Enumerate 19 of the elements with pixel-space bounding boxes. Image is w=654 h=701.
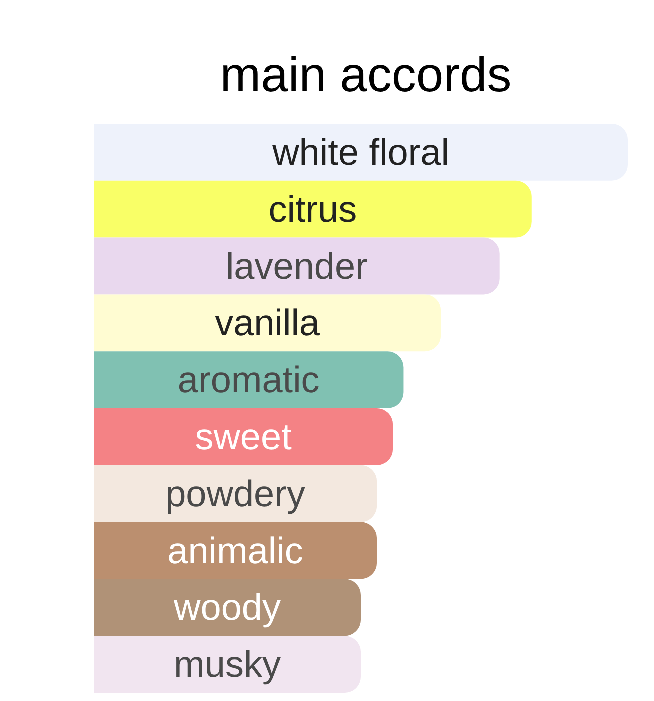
y-tick-label: sweet — [195, 416, 293, 458]
bar — [94, 294, 442, 352]
chart-title: main accords — [220, 48, 512, 102]
bar — [94, 352, 404, 408]
y-tick-label: musky — [174, 644, 282, 686]
y-tick-label: lavender — [226, 246, 368, 287]
y-tick-label: vanilla — [215, 302, 320, 344]
bar — [94, 636, 361, 693]
y-tick-label: white floral — [272, 132, 450, 173]
bar — [94, 465, 378, 522]
bar — [94, 180, 532, 238]
bar — [94, 408, 394, 466]
y-tick-label: animalic — [168, 530, 304, 572]
bar — [94, 238, 500, 295]
y-tick-label: aromatic — [178, 360, 320, 401]
y-tick-label: woody — [173, 587, 282, 628]
bar — [94, 124, 628, 181]
y-tick-label: citrus — [268, 188, 358, 230]
y-tick-label: powdery — [166, 473, 306, 514]
